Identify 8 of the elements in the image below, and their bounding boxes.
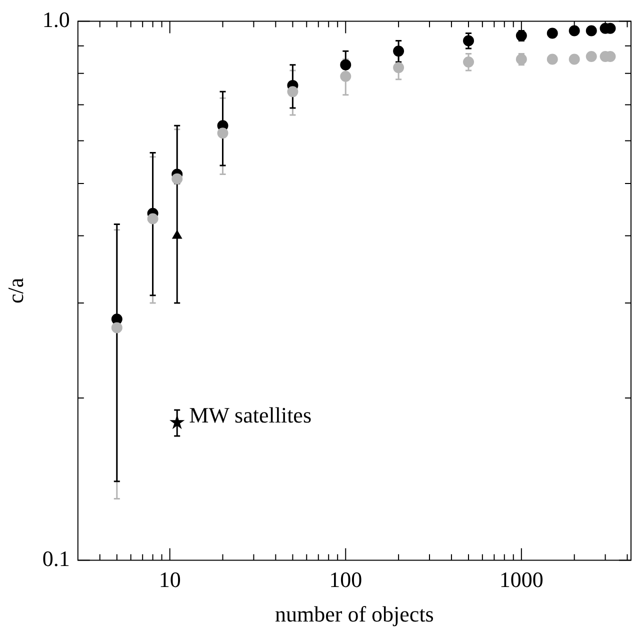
series-label: MW satellites — [189, 402, 312, 428]
x-tick-label: 100 — [329, 567, 362, 592]
y-tick-label: 0.1 — [42, 546, 70, 571]
x-tick-label: 10 — [158, 567, 181, 592]
x-tick-label: 1000 — [499, 567, 544, 592]
x-axis-title: number of objects — [275, 602, 434, 627]
y-tick-label: 1.0 — [42, 6, 70, 32]
y-axis-title: c/a — [2, 278, 28, 304]
